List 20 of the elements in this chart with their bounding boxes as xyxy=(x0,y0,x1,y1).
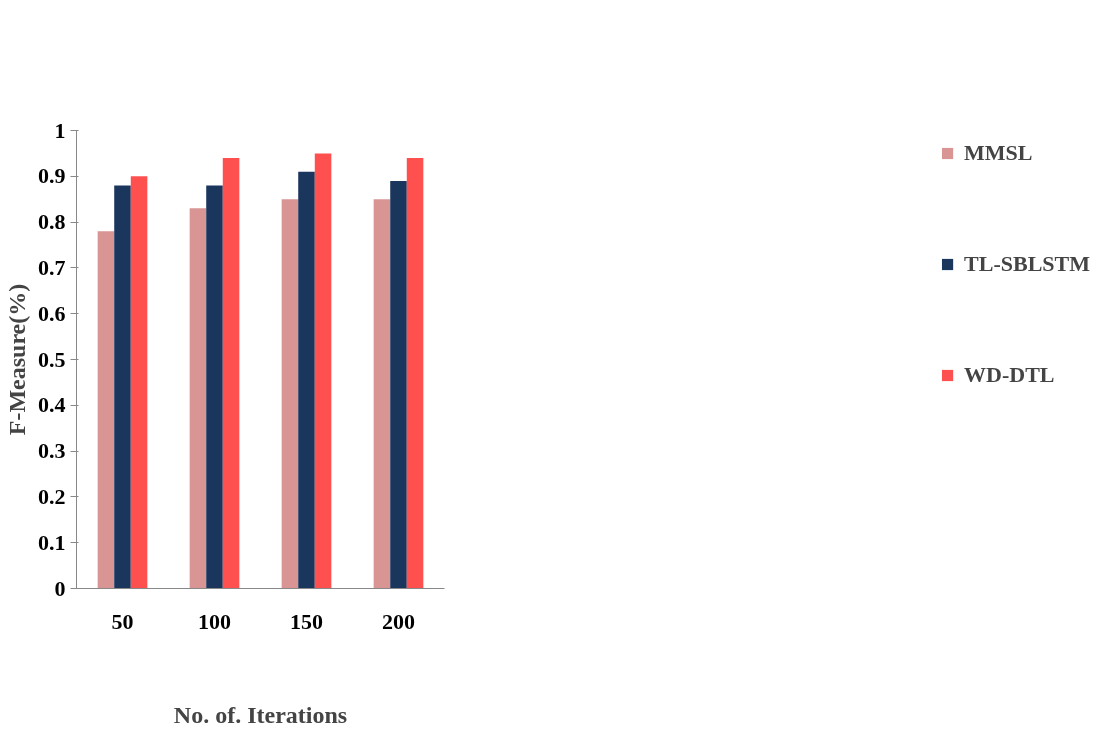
y-tick-label: 0.8 xyxy=(38,209,66,235)
x-tick-label: 50 xyxy=(111,608,134,634)
y-tick-label: 0.5 xyxy=(38,346,66,372)
x-axis-title: No. of. Iterations xyxy=(173,701,348,728)
legend-label: TL-SBLSTM xyxy=(964,251,1090,277)
y-tick-label: 0.2 xyxy=(38,483,66,509)
y-axis-title: F-Measure(%) xyxy=(4,283,30,436)
y-tick-label: 0.1 xyxy=(38,529,66,555)
legend-label: MMSL xyxy=(964,140,1033,166)
y-tick-label: 0.4 xyxy=(38,392,66,418)
x-tick-label: 150 xyxy=(290,608,323,634)
y-tick-label: 0.6 xyxy=(38,300,66,326)
legend-label: WD-DTL xyxy=(964,362,1055,388)
x-tick-label: 200 xyxy=(382,608,415,634)
x-tick-label: 100 xyxy=(198,608,231,634)
y-tick-label: 0.9 xyxy=(38,163,66,189)
y-tick-label: 0.7 xyxy=(38,254,66,280)
y-tick-label: 0.3 xyxy=(38,438,66,464)
y-tick-label: 0 xyxy=(54,575,66,601)
y-tick-label: 1 xyxy=(54,117,66,143)
